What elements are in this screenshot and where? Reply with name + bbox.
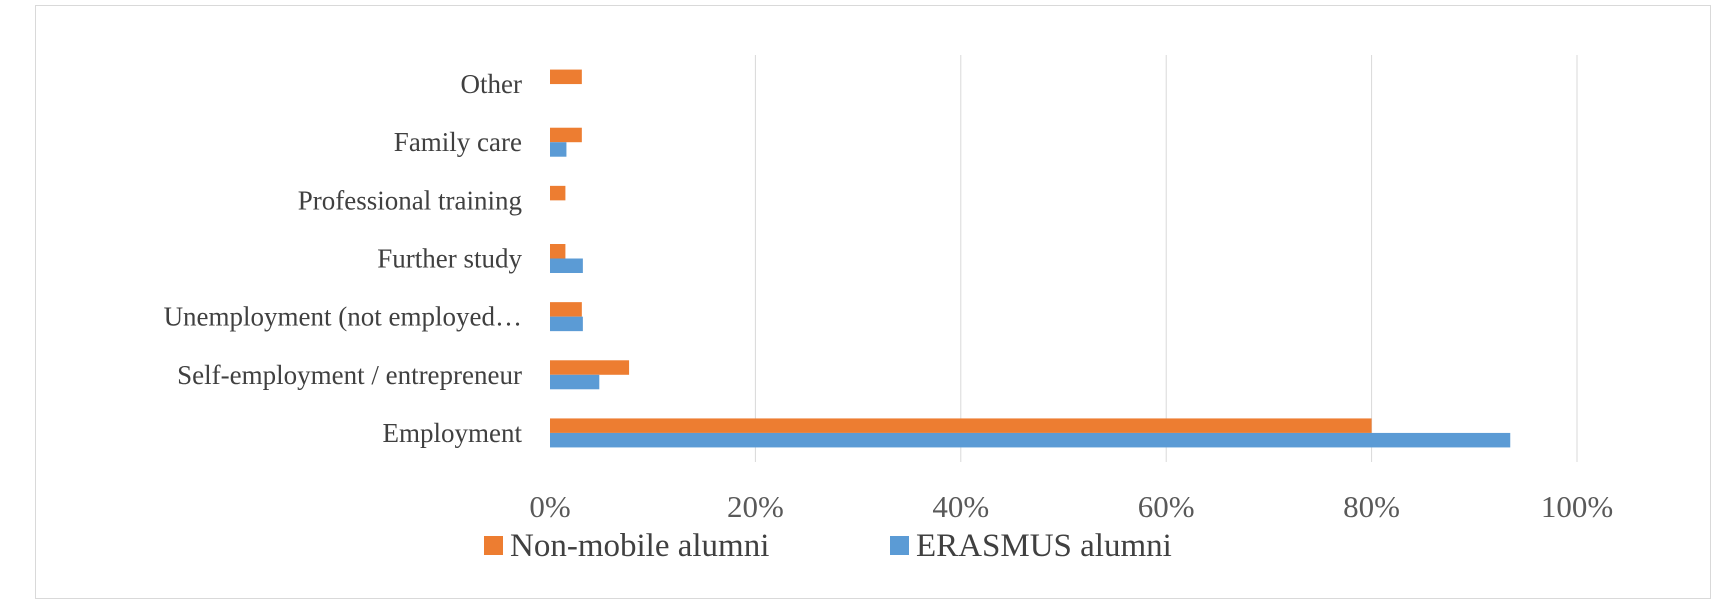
category-label: Unemployment (not employed… bbox=[164, 302, 522, 332]
category-labels: Employment Self-employment / entrepreneur… bbox=[164, 69, 523, 448]
legend-swatch bbox=[890, 536, 909, 555]
x-tick-label: 20% bbox=[727, 489, 784, 524]
legend-label: Non-mobile alumni bbox=[510, 528, 769, 564]
x-tick-label: 0% bbox=[529, 489, 570, 524]
bar-non-mobile bbox=[550, 302, 582, 317]
legend-label: ERASMUS alumni bbox=[916, 528, 1172, 564]
category-label: Employment bbox=[383, 418, 523, 448]
bar-erasmus bbox=[550, 374, 600, 390]
bar-non-mobile bbox=[550, 418, 1372, 433]
x-tick-label: 100% bbox=[1541, 489, 1613, 524]
category-label: Family care bbox=[394, 127, 522, 157]
x-tick-label: 80% bbox=[1343, 489, 1400, 524]
bar-non-mobile bbox=[550, 127, 582, 143]
bar-non-mobile bbox=[550, 69, 582, 85]
bar-non-mobile bbox=[550, 244, 566, 259]
x-tick-labels: 0% 20% 40% 60% 80% 100% bbox=[529, 489, 1613, 524]
bar-erasmus bbox=[550, 142, 567, 157]
bar-non-mobile bbox=[550, 360, 630, 375]
bars bbox=[550, 69, 1511, 448]
gridlines bbox=[754, 55, 1578, 462]
bar-erasmus bbox=[550, 316, 583, 332]
x-tick-label: 40% bbox=[932, 489, 989, 524]
legend: Non-mobile alumni ERASMUS alumni bbox=[484, 528, 1172, 564]
bar-erasmus bbox=[550, 258, 583, 273]
x-tick-label: 60% bbox=[1138, 489, 1195, 524]
category-label: Other bbox=[461, 69, 522, 99]
category-label: Further study bbox=[377, 244, 522, 274]
category-label: Professional training bbox=[298, 185, 522, 215]
category-label: Self-employment / entrepreneur bbox=[177, 360, 522, 390]
chart-frame bbox=[35, 5, 1711, 599]
bar-non-mobile bbox=[550, 185, 566, 201]
legend-swatch bbox=[484, 536, 503, 555]
bar-erasmus bbox=[550, 432, 1511, 448]
